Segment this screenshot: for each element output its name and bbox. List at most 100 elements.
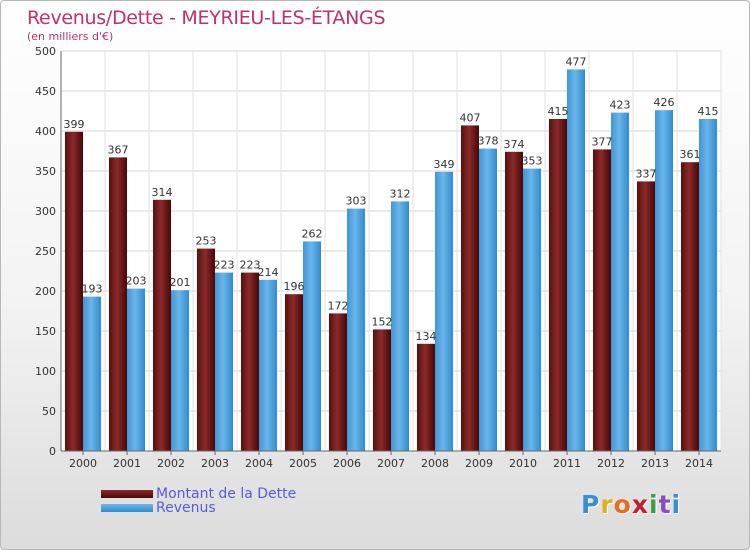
data-label-debt: 367 [108, 143, 129, 156]
data-label-revenue: 423 [610, 99, 631, 112]
x-tick-label: 2001 [113, 457, 141, 470]
data-label-debt: 223 [240, 259, 261, 272]
y-tick-label: 350 [35, 165, 56, 178]
bar-debt [109, 157, 127, 451]
data-label-revenue: 201 [170, 276, 191, 289]
data-label-revenue: 203 [126, 275, 147, 288]
bar-debt [65, 131, 83, 452]
data-label-debt: 253 [196, 235, 217, 248]
x-tick-label: 2013 [641, 457, 669, 470]
axes: 0 50 100 150 200 250 300 350 400 450 500 2000 2001 20… [35, 45, 721, 470]
data-label-debt: 415 [548, 105, 569, 118]
bar-revenue [215, 272, 233, 451]
x-tick-label: 2009 [465, 457, 493, 470]
bar-revenue [523, 168, 541, 451]
data-label-debt: 314 [152, 186, 173, 199]
data-label-revenue: 349 [434, 158, 455, 171]
y-tick-label: 500 [35, 45, 56, 58]
legend-label-revenue: Revenus [156, 500, 216, 516]
logo-letter: x [631, 490, 649, 519]
bar-revenue [259, 279, 277, 451]
data-label-revenue: 312 [390, 187, 411, 200]
data-label-revenue: 426 [654, 96, 675, 109]
logo-letter: i [649, 490, 659, 519]
data-label-revenue: 477 [566, 55, 587, 68]
data-label-debt: 399 [64, 118, 85, 131]
data-label-revenue: 193 [82, 283, 103, 296]
proxiti-logo: Proxiti [581, 490, 681, 519]
x-tick-label: 2008 [421, 457, 449, 470]
y-tick-label: 200 [35, 285, 56, 298]
bar-revenue [391, 201, 409, 451]
bar-revenue [655, 110, 673, 451]
x-tick-label: 2004 [245, 457, 273, 470]
legend-swatch-revenue [101, 504, 153, 512]
data-label-debt: 196 [284, 280, 305, 293]
y-tick-label: 400 [35, 125, 56, 138]
chart-title: Revenus/Dette - MEYRIEU-LES-ÉTANGS [27, 7, 386, 29]
bar-debt [637, 181, 655, 451]
data-label-revenue: 214 [258, 266, 279, 279]
x-tick-label: 2014 [685, 457, 713, 470]
bar-debt [593, 149, 611, 451]
y-tick-label: 150 [35, 325, 56, 338]
data-label-debt: 407 [460, 111, 481, 124]
data-label-revenue: 223 [214, 259, 235, 272]
bar-debt [329, 313, 347, 451]
data-label-debt: 152 [372, 315, 393, 328]
x-tick-label: 2011 [553, 457, 581, 470]
bars [65, 69, 717, 452]
bar-revenue [303, 241, 321, 451]
x-tick-label: 2006 [333, 457, 361, 470]
data-label-debt: 374 [504, 138, 525, 151]
logo-letter: i [671, 490, 682, 519]
bar-revenue [567, 69, 585, 452]
data-label-debt: 134 [416, 330, 437, 343]
data-label-revenue: 353 [522, 155, 543, 168]
y-tick-label: 250 [35, 245, 56, 258]
data-label-revenue: 262 [302, 227, 323, 240]
x-tick-label: 2003 [201, 457, 229, 470]
logo-letter: o [613, 490, 632, 519]
bar-revenue [171, 290, 189, 451]
bar-debt [681, 162, 699, 451]
x-tick-label: 2000 [69, 457, 97, 470]
logo-letter: t [658, 490, 672, 519]
data-label-revenue: 378 [478, 135, 499, 148]
chart-subtitle: (en milliers d'€) [27, 30, 114, 43]
bar-debt [241, 272, 259, 451]
legend-swatch-debt [101, 490, 153, 498]
y-tick-label: 100 [35, 365, 56, 378]
bar-debt [153, 199, 171, 451]
logo-letter: P [581, 490, 601, 519]
x-tick-label: 2005 [289, 457, 317, 470]
data-label-revenue: 415 [698, 105, 719, 118]
data-label-revenue: 303 [346, 195, 367, 208]
y-tick-label: 450 [35, 85, 56, 98]
bar-revenue [127, 288, 145, 451]
bar-revenue [699, 119, 717, 451]
bar-debt [549, 119, 567, 451]
bar-revenue [479, 148, 497, 451]
data-label-debt: 337 [636, 167, 657, 180]
x-tick-label: 2012 [597, 457, 625, 470]
bar-debt [373, 329, 391, 451]
bar-debt [417, 343, 435, 451]
bar-debt [285, 294, 303, 451]
legend-label-debt: Montant de la Dette [156, 486, 297, 502]
x-tick-label: 2002 [157, 457, 185, 470]
bar-revenue [611, 112, 629, 451]
bar-debt [505, 151, 523, 452]
data-label-debt: 361 [680, 148, 701, 161]
bar-revenue [347, 208, 365, 451]
y-tick-label: 0 [49, 445, 56, 458]
bar-debt [461, 125, 479, 452]
data-label-debt: 377 [592, 135, 613, 148]
y-tick-label: 300 [35, 205, 56, 218]
bar-revenue [435, 171, 453, 452]
logo-letter: r [600, 490, 614, 519]
data-label-debt: 172 [328, 299, 349, 312]
